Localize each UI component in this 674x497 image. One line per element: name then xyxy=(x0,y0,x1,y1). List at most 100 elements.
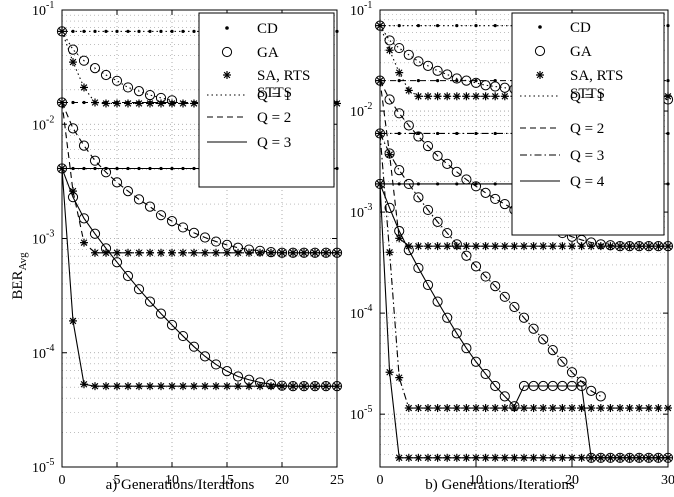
panel-b-star-stroke xyxy=(463,454,470,462)
panel-a-circle-marker xyxy=(155,210,167,221)
panel-b-circle-marker xyxy=(499,391,510,402)
panel-a-circle-marker xyxy=(89,63,101,74)
panel-a-star-marker xyxy=(300,248,308,257)
panel-b-y-tick-exponent: -1 xyxy=(364,0,372,11)
panel-b-x-tick-label: 20 xyxy=(565,473,579,488)
panel-a-star-stroke xyxy=(157,249,165,257)
panel-b-star-marker xyxy=(491,404,500,413)
panel-b-star-stroke xyxy=(626,242,633,250)
panel-b-star-stroke xyxy=(578,404,585,412)
panel-b-circle-marker xyxy=(470,261,482,272)
panel-b-star-stroke xyxy=(463,242,470,250)
panel-a-star-stroke xyxy=(223,249,231,257)
panel-a-y-tick-base: 10 xyxy=(32,461,46,476)
panel-b-star-stroke xyxy=(472,404,480,412)
panel-a-circle-marker xyxy=(221,366,233,377)
panel-b-star-stroke xyxy=(607,454,614,462)
panel-b-star-stroke xyxy=(415,404,422,412)
panel-b-star-stroke xyxy=(607,242,614,250)
panel-b-dot-marker xyxy=(416,79,420,83)
panel-a-circle-marker xyxy=(122,82,134,93)
panel-b-star-marker xyxy=(558,242,567,251)
panel-b-circle-marker xyxy=(413,192,424,203)
panel-b-y-tick-exponent: -2 xyxy=(364,101,372,112)
panel-a-star-marker xyxy=(91,382,99,391)
panel-a-star-marker xyxy=(157,99,165,108)
panel-a-star-stroke xyxy=(190,100,198,107)
panel-a-y-tick-base: 10 xyxy=(32,118,46,133)
panel-a-star-marker xyxy=(124,382,132,391)
panel-a-circle-marker xyxy=(111,75,123,86)
panel-b-star-marker xyxy=(404,242,413,251)
panel-b-star-marker xyxy=(452,404,461,413)
panel-b-circle-marker xyxy=(490,81,501,92)
panel-b-star-stroke xyxy=(491,92,499,100)
panel-b-star-marker xyxy=(520,404,528,413)
panel-a-star-marker xyxy=(102,99,110,108)
panel-b-dot-marker xyxy=(397,79,401,83)
panel-a-dot-marker xyxy=(159,166,163,171)
panel-a-star-marker xyxy=(190,382,198,391)
panel-a-y-tick-label: 10-4 xyxy=(32,343,54,362)
panel-a-x-tick-label: 25 xyxy=(330,473,344,488)
panel-a-star-marker xyxy=(69,316,77,325)
panel-b-star-marker xyxy=(472,242,480,251)
panel-b-star-marker xyxy=(539,242,548,251)
panel-b-circle-marker xyxy=(576,380,587,392)
panel-b-star-marker xyxy=(385,368,394,377)
panel-b-star-marker xyxy=(596,242,605,251)
panel-b-star-stroke xyxy=(520,242,528,250)
panel-b-star-marker xyxy=(385,248,394,257)
panel-b-circle-marker xyxy=(586,385,597,396)
panel-a-star-stroke xyxy=(179,100,187,107)
panel-b-legend-label: Q = 4 xyxy=(570,174,605,190)
panel-b-star-marker xyxy=(568,453,576,462)
panel-a-y-tick-label: 10-2 xyxy=(32,114,54,133)
panel-b-series-line xyxy=(379,25,668,101)
panel-b-star-marker xyxy=(587,453,596,462)
panel-b-star-marker xyxy=(491,92,500,101)
panel-b-star-marker xyxy=(452,92,461,101)
panel-b-dot-marker xyxy=(416,131,420,136)
panel-b-star-marker xyxy=(577,242,586,251)
panel-b-star-stroke xyxy=(511,242,518,250)
panel-b-circle-marker xyxy=(403,49,414,60)
panel-a-star-stroke xyxy=(212,249,220,257)
panel-b-star-marker xyxy=(644,453,653,462)
panel-b-star-stroke xyxy=(559,454,566,462)
panel-b-circle-marker xyxy=(394,108,405,119)
panel-b-y-tick-label: 10-1 xyxy=(350,0,372,19)
panel-b-circle-marker xyxy=(499,198,510,210)
panel-b-dot-marker xyxy=(455,24,459,28)
panel-b-star-stroke xyxy=(530,454,537,462)
panel-a-circle-marker xyxy=(144,201,156,212)
panel-a-star-stroke xyxy=(267,382,275,390)
panel-a-star-stroke xyxy=(179,382,187,390)
panel-b-star-stroke xyxy=(635,242,643,250)
panel-b-star-stroke xyxy=(395,454,403,462)
panel-b-star-stroke xyxy=(472,454,480,462)
panel-b-series-line xyxy=(379,133,602,397)
panel-b-star-stroke xyxy=(501,92,509,100)
panel-b-star-stroke xyxy=(424,92,432,100)
panel-a-star-stroke xyxy=(124,100,132,107)
panel-b-star-marker xyxy=(462,404,471,413)
panel-a-dot-marker xyxy=(181,166,185,171)
panel-b-star-stroke xyxy=(626,404,633,412)
panel-b-star-stroke xyxy=(482,454,489,462)
panel-b-circle-marker xyxy=(461,250,472,261)
panel-a-circle-marker xyxy=(122,270,134,282)
panel-a-star-stroke xyxy=(157,382,165,390)
panel-b-circle-marker xyxy=(442,227,453,239)
panel-a-star-stroke xyxy=(278,249,286,257)
panel-b-star-stroke xyxy=(415,454,422,462)
panel-b-star-marker xyxy=(424,92,432,101)
panel-a-star-marker xyxy=(256,248,264,257)
panel-b-circle-marker xyxy=(461,75,472,86)
panel-b-star-marker xyxy=(452,453,461,462)
panel-b-star-stroke xyxy=(607,404,614,412)
panel-a-circle-marker xyxy=(111,177,123,188)
panel-b-star-marker xyxy=(577,453,586,462)
panel-b-circle-marker xyxy=(461,174,472,185)
